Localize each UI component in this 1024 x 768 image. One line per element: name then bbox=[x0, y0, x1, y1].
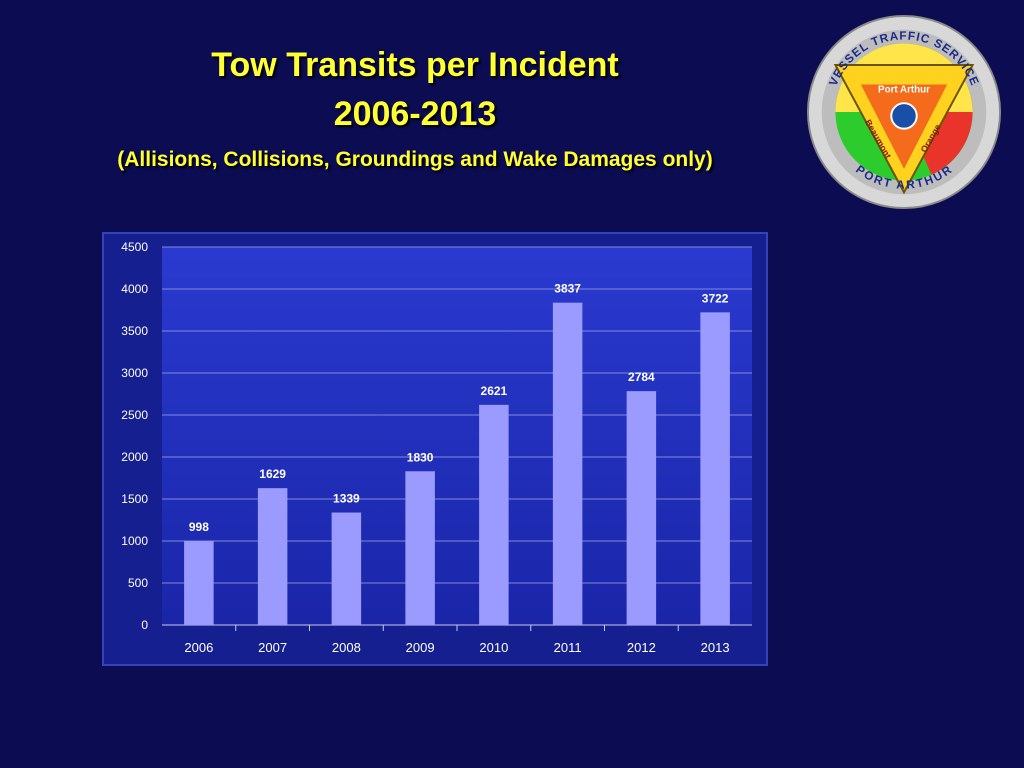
bar-2013 bbox=[700, 312, 730, 625]
bar-value-label: 2784 bbox=[628, 370, 655, 384]
y-tick-label: 1000 bbox=[121, 534, 148, 548]
y-tick-label: 3000 bbox=[121, 366, 148, 380]
vessel-traffic-service-logo: Port Arthur Beaumont Orange VESSEL TRAFF… bbox=[806, 14, 1002, 210]
bar-value-label: 1629 bbox=[259, 467, 286, 481]
x-tick-label: 2008 bbox=[332, 640, 361, 655]
slide-title-years: 2006-2013 bbox=[333, 95, 497, 133]
slide-title: Tow Transits per Incident bbox=[211, 46, 619, 84]
x-tick-label: 2009 bbox=[406, 640, 435, 655]
y-tick-label: 4500 bbox=[121, 240, 148, 254]
y-tick-label: 2500 bbox=[121, 408, 148, 422]
y-tick-label: 0 bbox=[141, 618, 148, 632]
bar-value-label: 2621 bbox=[481, 384, 508, 398]
bar-2010 bbox=[479, 404, 509, 625]
y-tick-label: 4000 bbox=[121, 282, 148, 296]
bar-value-label: 3837 bbox=[554, 282, 581, 296]
slide-subtitle: (Allisions, Collisions, Groundings and W… bbox=[117, 148, 713, 171]
x-tick-label: 2012 bbox=[627, 640, 656, 655]
bar-2012 bbox=[626, 391, 657, 625]
tow-transits-bar-chart: 0 500 1000 1500 2000 2500 3000 3500 4000 4500 2006… bbox=[102, 232, 768, 666]
bar-value-label: 1339 bbox=[333, 492, 360, 506]
x-tick-label: 2013 bbox=[701, 640, 730, 655]
bar-2008 bbox=[331, 512, 362, 625]
bar-2007 bbox=[257, 488, 288, 625]
x-tick-label: 2006 bbox=[184, 640, 213, 655]
y-tick-label: 500 bbox=[128, 576, 148, 590]
y-tick-label: 1500 bbox=[121, 492, 148, 506]
y-tick-label: 3500 bbox=[121, 324, 148, 338]
x-tick-label: 2010 bbox=[479, 640, 508, 655]
bar-2011 bbox=[552, 302, 583, 625]
bar-value-label: 1830 bbox=[407, 450, 434, 464]
x-tick-label: 2011 bbox=[554, 640, 582, 655]
plot-area bbox=[162, 247, 752, 625]
bar-value-label: 998 bbox=[189, 520, 209, 534]
bar-value-label: 3722 bbox=[702, 291, 729, 305]
bar-2006 bbox=[184, 541, 214, 625]
y-tick-label: 2000 bbox=[121, 450, 148, 464]
x-tick-label: 2007 bbox=[258, 640, 287, 655]
bar-2009 bbox=[405, 471, 435, 625]
logo-port-arthur-label: Port Arthur bbox=[878, 84, 930, 95]
